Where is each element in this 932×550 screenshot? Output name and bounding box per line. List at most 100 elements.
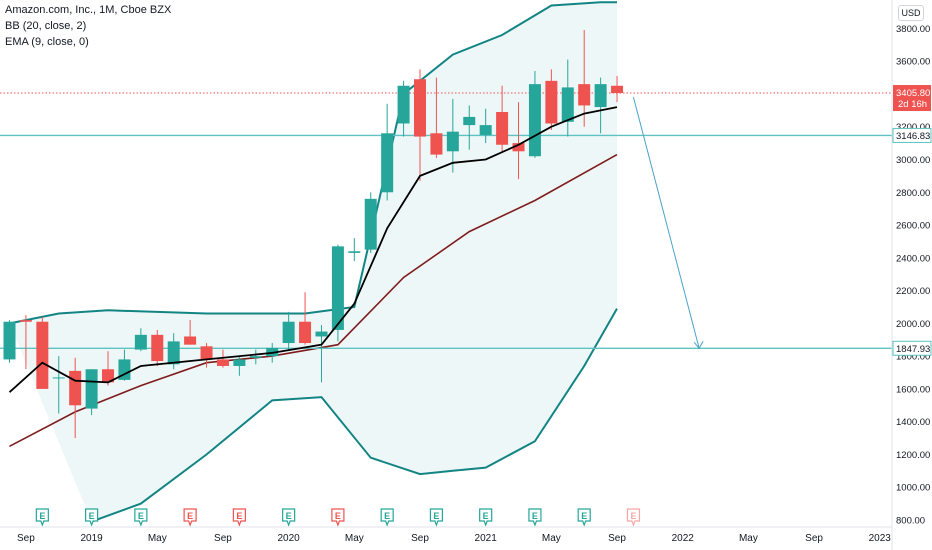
candle-body (315, 331, 328, 337)
y-tick-label: 3200.00 (896, 122, 930, 133)
earnings-label: E (335, 511, 341, 521)
earnings-marker[interactable]: E (380, 508, 394, 527)
earnings-marker[interactable]: E (282, 508, 296, 527)
earnings-marker[interactable]: E (35, 508, 49, 527)
earnings-marker[interactable]: E (134, 508, 148, 527)
candle[interactable] (233, 356, 246, 376)
candle[interactable] (85, 369, 98, 416)
candle-body (282, 321, 295, 344)
candle[interactable] (397, 80, 410, 137)
candle[interactable] (578, 30, 591, 127)
x-tick-label: 2021 (475, 533, 498, 544)
bb-indicator-label[interactable]: BB (20, close, 2) (5, 20, 87, 32)
candle-body (233, 359, 246, 366)
candle[interactable] (364, 192, 377, 253)
candle-body (249, 356, 262, 358)
earnings-marker[interactable]: E (232, 508, 246, 527)
candle-body (52, 377, 65, 379)
projection-arrow[interactable] (632, 97, 700, 349)
candle[interactable] (446, 98, 459, 173)
earnings-marker[interactable]: E (85, 508, 99, 527)
y-tick-label: 3800.00 (896, 24, 930, 35)
earnings-marker[interactable]: E (626, 508, 641, 527)
candle[interactable] (594, 77, 607, 134)
earnings-label: E (384, 511, 390, 521)
y-tick-label: 2400.00 (896, 253, 930, 264)
candle[interactable] (496, 85, 509, 152)
earnings-marker[interactable]: E (331, 508, 345, 527)
candle[interactable] (151, 329, 164, 366)
y-tick-label: 2000.00 (896, 319, 930, 330)
candle[interactable] (282, 311, 295, 350)
candle[interactable] (545, 69, 558, 131)
y-tick-label: 3000.00 (896, 155, 930, 166)
x-tick-label: Sep (214, 533, 232, 544)
candle[interactable] (463, 105, 476, 150)
earnings-marker[interactable]: E (479, 508, 493, 527)
candle-body (430, 133, 443, 155)
candle[interactable] (134, 328, 147, 352)
candle[interactable] (430, 77, 443, 158)
candle[interactable] (348, 238, 361, 262)
x-tick-label: May (148, 533, 167, 544)
earnings-flag (626, 508, 641, 527)
candle[interactable] (184, 320, 197, 345)
candle[interactable] (299, 292, 312, 345)
candle-body (561, 87, 574, 122)
earnings-label: E (630, 511, 636, 521)
earnings-marker[interactable]: E (528, 508, 542, 527)
candle[interactable] (36, 316, 49, 389)
candle-body (545, 80, 558, 124)
candle[interactable] (19, 315, 32, 370)
candle[interactable] (249, 349, 262, 365)
candle[interactable] (479, 108, 492, 144)
earnings-marker[interactable]: E (183, 508, 197, 527)
candle-body (167, 341, 180, 365)
earnings-flag (134, 508, 148, 527)
candle-body (216, 359, 229, 366)
earnings-marker[interactable]: E (577, 508, 591, 527)
candle-body (578, 84, 591, 106)
candle-body (36, 321, 49, 389)
candle-body (512, 143, 525, 152)
candle[interactable] (611, 75, 624, 103)
y-tick-label: 3600.00 (896, 57, 930, 68)
candle-body (69, 370, 82, 406)
y-tick-label: 2200.00 (896, 286, 930, 297)
candle[interactable] (315, 325, 328, 383)
earnings-label: E (286, 511, 292, 521)
x-tick-label: Sep (411, 533, 429, 544)
candle-body (331, 246, 344, 330)
candle[interactable] (512, 102, 525, 180)
x-tick-label: 2022 (672, 533, 695, 544)
projection-arrowhead (693, 341, 704, 350)
countdown-label: 2d 16h (898, 99, 927, 110)
candle-body (594, 84, 607, 108)
candle[interactable] (414, 69, 426, 181)
y-tick-label: 2800.00 (896, 188, 930, 199)
earnings-label: E (581, 511, 587, 521)
candle[interactable] (102, 351, 115, 386)
last-price-tag (893, 85, 931, 112)
x-tick-label: Sep (608, 533, 626, 544)
candle[interactable] (561, 59, 574, 137)
level-tag (892, 340, 932, 356)
earnings-flag (35, 508, 49, 527)
earnings-marker[interactable]: E (429, 508, 444, 527)
bollinger-basis-line (9, 153, 618, 448)
earnings-label: E (89, 511, 95, 521)
level-tag (892, 127, 932, 143)
earnings-flag (429, 508, 444, 527)
currency-button[interactable]: USD (898, 5, 924, 21)
candle[interactable] (381, 103, 394, 201)
candle-body (528, 84, 541, 157)
candle[interactable] (3, 320, 16, 363)
candle[interactable] (331, 244, 344, 342)
last-price-value: 3405.80 (896, 88, 930, 99)
bollinger-upper-line (9, 1, 617, 325)
candle[interactable] (52, 356, 65, 414)
earnings-flag (479, 508, 493, 527)
ema-indicator-label[interactable]: EMA (9, close, 0) (5, 36, 89, 48)
candle[interactable] (200, 343, 213, 368)
